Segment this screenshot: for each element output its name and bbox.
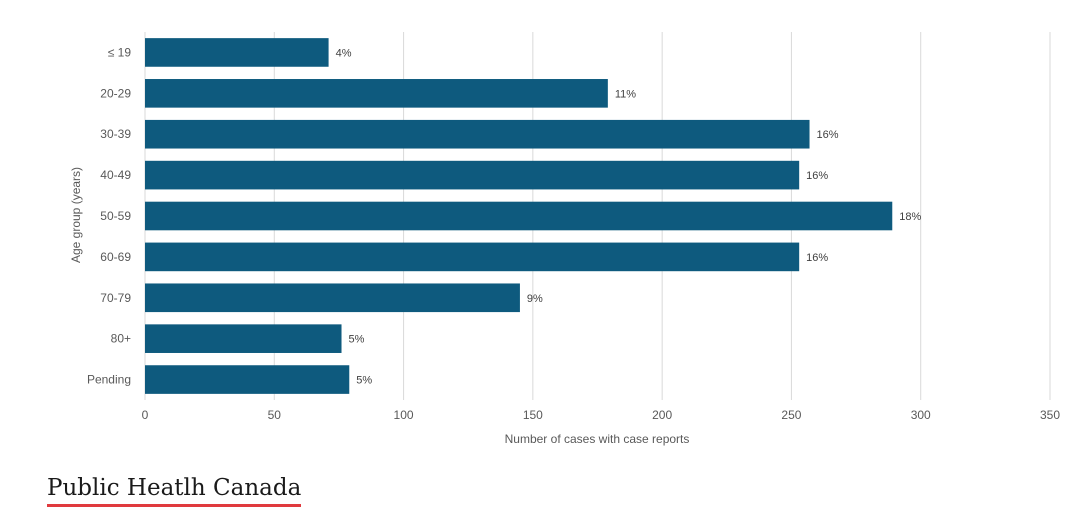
- bar: [145, 324, 342, 353]
- x-tick-label: 150: [523, 408, 543, 422]
- x-tick-label: 250: [781, 408, 801, 422]
- data-label: 5%: [349, 334, 365, 346]
- x-tick-labels: 0 50 100 150 200 250 300 350: [142, 408, 1061, 422]
- bar: [145, 365, 350, 394]
- data-label: 11%: [615, 88, 636, 100]
- bar: [145, 242, 800, 272]
- bar: [145, 38, 329, 67]
- bar: [145, 119, 810, 149]
- bar-chart: ≤ 19 20-29 30-39 40-49 50-59 60-69 70-79 80+ Pen…: [69, 32, 1061, 446]
- x-tick-label: 350: [1040, 408, 1060, 422]
- bars: [145, 38, 893, 394]
- x-tick-label: 100: [394, 408, 414, 422]
- category-label: Pending: [87, 373, 131, 387]
- x-axis-title: Number of cases with case reports: [505, 432, 690, 446]
- bar: [145, 283, 520, 313]
- data-label: 18%: [899, 211, 921, 223]
- category-label: 70-79: [100, 291, 131, 305]
- bar: [145, 79, 608, 108]
- data-label: 4%: [336, 47, 352, 59]
- x-tick-label: 50: [268, 408, 282, 422]
- bar: [145, 160, 800, 190]
- source-link[interactable]: Public Heatlh Canada: [47, 474, 302, 507]
- category-label: 20-29: [100, 86, 131, 100]
- x-tick-label: 200: [652, 408, 672, 422]
- category-label: 80+: [111, 332, 131, 346]
- category-labels: ≤ 19 20-29 30-39 40-49 50-59 60-69 70-79 80+ Pen…: [87, 45, 131, 386]
- category-label: 60-69: [100, 250, 131, 264]
- data-label: 16%: [817, 129, 839, 141]
- category-label: 40-49: [100, 168, 131, 182]
- data-labels: 4% 11% 16% 16% 18% 16% 9% 5% 5%: [336, 47, 922, 386]
- x-tick-label: 300: [911, 408, 931, 422]
- data-label: 16%: [806, 170, 828, 182]
- category-label: ≤ 19: [108, 45, 132, 59]
- x-tick-label: 0: [142, 408, 149, 422]
- bar: [145, 201, 893, 231]
- y-axis-title: Age group (years): [69, 167, 83, 263]
- data-label: 5%: [356, 375, 372, 387]
- category-label: 30-39: [100, 127, 131, 141]
- data-label: 16%: [806, 252, 828, 264]
- data-label: 9%: [527, 293, 543, 305]
- category-label: 50-59: [100, 209, 131, 223]
